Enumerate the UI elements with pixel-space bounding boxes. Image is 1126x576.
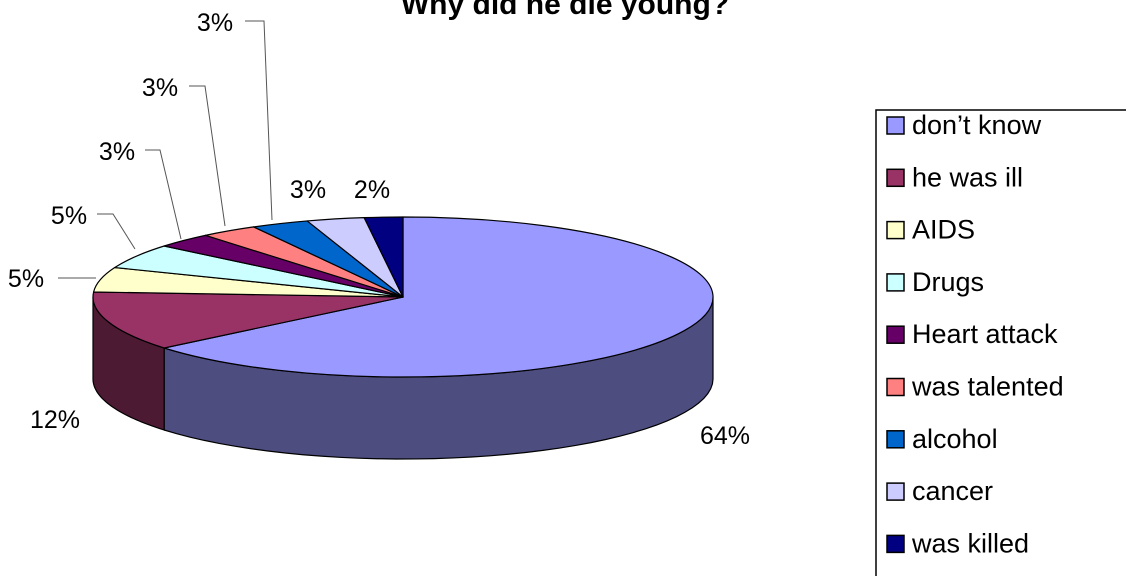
slice-label-alcohol: 3% [197, 9, 233, 37]
leader-line [245, 20, 273, 221]
legend-label-drugs: Drugs [912, 267, 984, 297]
pie-labels: 64% 12% 5% 5% 3% 3% 3% 3% 2% [8, 9, 750, 450]
slice-label-aids: 5% [8, 265, 44, 293]
legend-label-he-was-ill: he was ill [912, 162, 1023, 192]
slice-label-was-talented: 3% [142, 74, 178, 102]
slice-label-don-t-know: 64% [700, 422, 750, 450]
leader-line [145, 149, 182, 240]
legend-label-heart-attack: Heart attack [912, 319, 1058, 349]
slice-label-he-was-ill: 12% [30, 406, 80, 434]
legend-label-was-killed: was killed [911, 528, 1029, 558]
chart-title: Why did he die young? [401, 0, 729, 21]
slice-label-cancer: 3% [290, 176, 326, 204]
legend-label-cancer: cancer [912, 476, 993, 506]
slice-label-drugs: 5% [51, 202, 87, 230]
legend-swatch-he-was-ill [886, 168, 905, 188]
legend: don’t know he was ill AIDS Drugs Heart attac… [875, 109, 1126, 576]
legend-swatch-cancer [886, 482, 905, 501]
legend-label-don-t-know: don’t know [912, 110, 1042, 140]
pie-slices [92, 216, 714, 378]
pie-slice-he-was-ill [92, 291, 404, 349]
legend-swatch-drugs [886, 273, 905, 292]
legend-label-alcohol: alcohol [912, 424, 998, 454]
legend-swatch-heart-attack [886, 325, 905, 344]
pie-slice-was-killed [363, 216, 404, 298]
pie-slice-don-t-know [163, 216, 714, 378]
leader-line [189, 85, 226, 227]
legend-swatch-don-t-know [886, 116, 905, 135]
legend-swatch-aids [886, 220, 905, 240]
slice-label-heart-attack: 3% [99, 138, 135, 166]
legend-box [875, 109, 1126, 576]
slice-label-was-killed: 2% [354, 176, 390, 204]
legend-label-was-talented: was talented [911, 372, 1064, 402]
leader-line [97, 213, 136, 250]
legend-label-aids: AIDS [912, 215, 975, 245]
legend-swatch-was-talented [886, 377, 905, 397]
legend-swatch-was-killed [886, 534, 905, 554]
legend-swatch-alcohol [886, 430, 905, 449]
